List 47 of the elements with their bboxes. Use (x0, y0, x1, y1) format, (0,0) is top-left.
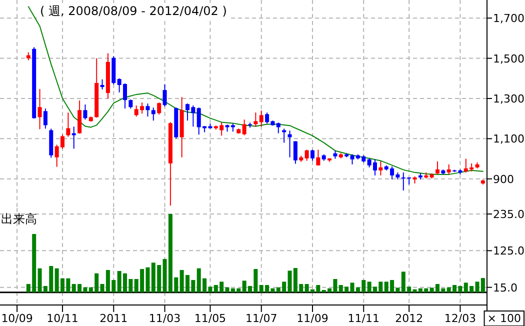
candlestick (310, 149, 314, 162)
candlestick (43, 108, 48, 130)
candlestick (38, 88, 42, 130)
text: × 100 (487, 312, 521, 325)
candlestick (293, 140, 298, 164)
x-tick-label: 2011 (100, 312, 128, 325)
candlestick (446, 164, 451, 175)
candlestick (72, 126, 76, 150)
x-tick-label: 11/03 (148, 312, 181, 325)
y-tick-label: 15.0 (493, 281, 518, 294)
y-tick-label: 1,700 (493, 12, 524, 26)
candlestick (242, 119, 246, 136)
candlestick (128, 98, 133, 110)
candlestick (254, 112, 258, 128)
candlestick (288, 130, 292, 158)
y-tick-label: 125.0 (493, 244, 524, 258)
y-tick-label: 1,300 (493, 92, 524, 106)
y-tick-label: 235.0 (493, 208, 524, 221)
line-series (28, 6, 484, 175)
candlestick (378, 160, 383, 176)
candlestick (151, 107, 156, 122)
candlestick (100, 78, 104, 90)
x-tick-label: 11/07 (246, 312, 278, 325)
x-tick-label: 12/03 (444, 312, 476, 325)
candlestick (282, 128, 286, 144)
chart-title: ( 週, 2008/08/09 - 2012/04/02 ) (40, 4, 227, 18)
x-tick-label: 11/05 (194, 312, 226, 325)
candlestick (162, 84, 167, 108)
chart-title: 出来高 (1, 212, 37, 226)
y-tick-label: 1,100 (493, 132, 524, 146)
x-tick-label: 2012 (395, 312, 424, 325)
candlestick (157, 102, 162, 116)
candlestick (316, 149, 320, 166)
candlestick (83, 104, 88, 120)
candlestick (276, 122, 280, 134)
candlestick (146, 103, 150, 118)
candlestick (435, 160, 440, 175)
x-tick-label: 11/09 (296, 312, 328, 325)
candlestick (66, 112, 70, 138)
candlestick (259, 110, 264, 128)
candlestick (304, 149, 309, 162)
x-tick-label: 10/09 (1, 312, 33, 325)
y-tick-label: 900 (493, 172, 514, 186)
x-tick-label: 10/11 (46, 312, 78, 325)
x-tick-label: 11/11 (348, 312, 380, 325)
candlestick (78, 100, 82, 134)
y-tick-label: 1,500 (493, 52, 524, 66)
